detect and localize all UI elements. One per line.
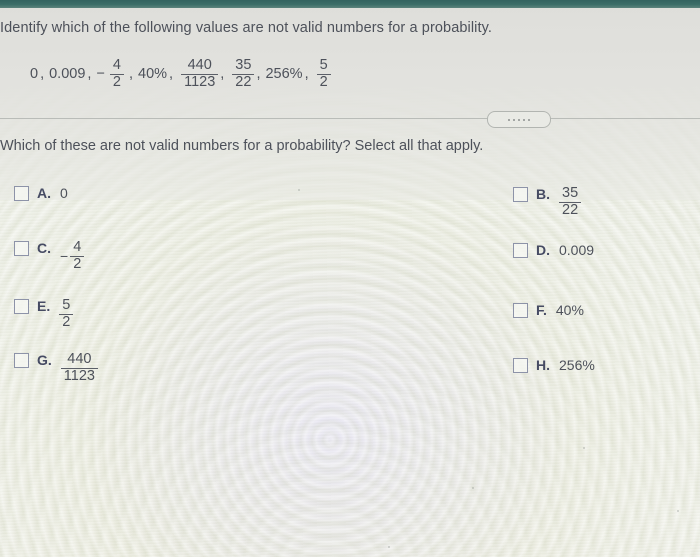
option-h-value-text: 256% xyxy=(559,357,595,373)
fraction-denominator: 2 xyxy=(316,73,331,91)
option-c-value-negative-fraction: −4 2 xyxy=(60,239,85,273)
dust-speck xyxy=(677,510,679,512)
option-value-d: 0.009 xyxy=(559,242,594,258)
option-letter-e: E. xyxy=(37,298,51,314)
option-d-value-text: 0.009 xyxy=(559,242,595,258)
expression-separator: , xyxy=(304,66,309,83)
option-h[interactable]: H. 256% xyxy=(513,357,595,373)
fraction-denominator: 22 xyxy=(559,201,582,219)
expression-separator: , xyxy=(169,66,174,83)
expression-separator: , xyxy=(128,66,134,83)
option-letter-c: C. xyxy=(37,240,51,256)
checkbox-h[interactable] xyxy=(513,358,528,373)
checkbox-c[interactable] xyxy=(14,241,29,256)
expression-separator: , xyxy=(220,66,225,83)
option-letter-a: A. xyxy=(37,185,51,201)
option-a-value-text: 0 xyxy=(60,185,68,201)
question-text: Which of these are not valid numbers for… xyxy=(0,138,484,154)
prompt-text: Identify which of the following values a… xyxy=(0,20,493,36)
fraction-numerator: 440 xyxy=(187,57,212,73)
option-value-b: 35 22 xyxy=(559,185,582,219)
option-letter-f: F. xyxy=(536,302,547,318)
minus-sign: − xyxy=(96,66,105,83)
checkbox-b[interactable] xyxy=(513,187,528,202)
fraction-denominator: 2 xyxy=(59,313,74,331)
option-value-a: 0 xyxy=(60,185,68,201)
dust-speck xyxy=(298,189,300,191)
drag-dots-icon[interactable] xyxy=(487,111,551,128)
expression-token-4-fraction: 440 1123 xyxy=(181,57,219,91)
section-divider xyxy=(0,118,700,119)
dust-speck xyxy=(388,546,390,548)
option-value-c: −4 2 xyxy=(60,239,85,273)
checkbox-d[interactable] xyxy=(513,243,528,258)
option-letter-b: B. xyxy=(536,186,550,202)
fraction-numerator: 5 xyxy=(319,57,328,73)
fraction-numerator: 440 xyxy=(67,351,92,367)
fraction-denominator: 1123 xyxy=(60,367,98,385)
checkbox-f[interactable] xyxy=(513,303,528,318)
option-g-value-fraction: 440 1123 xyxy=(60,351,98,385)
expression-separator: , xyxy=(40,66,45,83)
option-b[interactable]: B. 35 22 xyxy=(513,185,582,219)
checkbox-a[interactable] xyxy=(14,186,29,201)
option-value-g: 440 1123 xyxy=(60,351,98,385)
expression-token-0-text: 0 xyxy=(30,66,39,83)
dust-speck xyxy=(472,487,474,489)
fraction-numerator: 35 xyxy=(235,57,252,73)
fraction-numerator: 4 xyxy=(73,239,82,255)
expression-token-2-negative-fraction: −4 2 xyxy=(96,57,127,91)
option-a[interactable]: A. 0 xyxy=(14,185,68,201)
option-f[interactable]: F. 40% xyxy=(513,302,584,318)
fraction-numerator: 35 xyxy=(562,185,579,201)
minus-sign: − xyxy=(60,248,69,265)
app-top-bar xyxy=(0,0,700,8)
checkbox-g[interactable] xyxy=(14,353,29,368)
dust-speck xyxy=(583,447,585,449)
fraction-denominator: 22 xyxy=(232,73,255,91)
values-expression: 0, 0.009, −4 2, 40%, 440 1123, 35 22, 256%, 5 2 xyxy=(30,57,333,91)
option-letter-h: H. xyxy=(536,357,550,373)
option-b-value-fraction: 35 22 xyxy=(559,185,582,219)
expression-token-5-fraction: 35 22 xyxy=(232,57,255,91)
expression-separator: , xyxy=(256,66,261,83)
option-d[interactable]: D. 0.009 xyxy=(513,242,594,258)
expression-token-6-text: 256% xyxy=(265,66,303,83)
fraction-denominator: 2 xyxy=(109,73,124,91)
option-value-h: 256% xyxy=(559,357,595,373)
expression-separator: , xyxy=(87,66,92,83)
option-e[interactable]: E. 5 2 xyxy=(14,297,74,331)
expression-token-3-text: 40% xyxy=(138,66,168,83)
fraction-denominator: 2 xyxy=(70,255,85,273)
option-f-value-text: 40% xyxy=(555,302,584,318)
fraction-denominator: 1123 xyxy=(181,73,219,91)
expression-token-1-text: 0.009 xyxy=(49,66,86,83)
fraction-numerator: 4 xyxy=(112,57,121,73)
fraction-numerator: 5 xyxy=(62,297,71,313)
option-letter-d: D. xyxy=(536,242,550,258)
checkbox-e[interactable] xyxy=(14,299,29,314)
option-g[interactable]: G. 440 1123 xyxy=(14,351,98,385)
option-value-f: 40% xyxy=(556,302,584,318)
option-letter-g: G. xyxy=(37,352,52,368)
option-c[interactable]: C. −4 2 xyxy=(14,239,85,273)
